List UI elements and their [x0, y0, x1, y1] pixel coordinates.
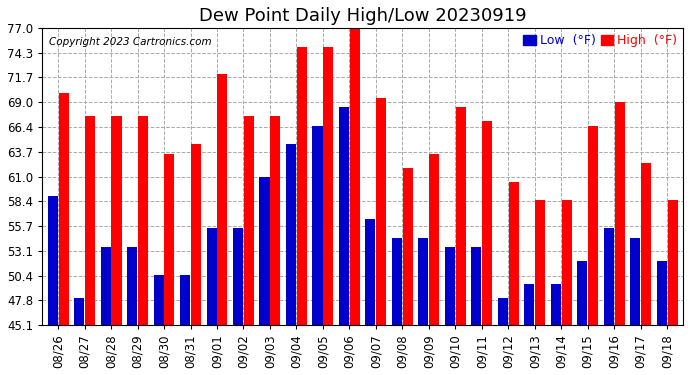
Bar [403, 168, 413, 325]
Bar [313, 126, 322, 325]
Bar [562, 200, 572, 325]
Bar [455, 107, 466, 325]
Bar [604, 228, 614, 325]
Bar [297, 46, 307, 325]
Bar [101, 247, 110, 325]
Bar [206, 228, 217, 325]
Bar [259, 177, 270, 325]
Bar [429, 154, 440, 325]
Bar [48, 196, 58, 325]
Legend: Low  (°F), High  (°F): Low (°F), High (°F) [518, 29, 682, 52]
Title: Dew Point Daily High/Low 20230919: Dew Point Daily High/Low 20230919 [199, 7, 526, 25]
Bar [418, 237, 428, 325]
Bar [551, 284, 561, 325]
Bar [85, 116, 95, 325]
Bar [497, 298, 508, 325]
Bar [376, 98, 386, 325]
Bar [509, 182, 519, 325]
Bar [667, 200, 678, 325]
Bar [191, 144, 201, 325]
Bar [445, 247, 455, 325]
Bar [154, 275, 164, 325]
Bar [286, 144, 296, 325]
Bar [244, 116, 254, 325]
Bar [588, 126, 598, 325]
Bar [524, 284, 534, 325]
Bar [59, 93, 68, 325]
Bar [641, 163, 651, 325]
Bar [164, 154, 175, 325]
Bar [217, 75, 228, 325]
Bar [74, 298, 84, 325]
Bar [471, 247, 482, 325]
Bar [657, 261, 667, 325]
Bar [535, 200, 545, 325]
Bar [366, 219, 375, 325]
Bar [127, 247, 137, 325]
Bar [630, 237, 640, 325]
Bar [233, 228, 243, 325]
Bar [392, 237, 402, 325]
Bar [578, 261, 587, 325]
Bar [615, 102, 624, 325]
Bar [270, 116, 280, 325]
Bar [482, 121, 492, 325]
Text: Copyright 2023 Cartronics.com: Copyright 2023 Cartronics.com [48, 37, 211, 47]
Bar [350, 28, 360, 325]
Bar [112, 116, 121, 325]
Bar [180, 275, 190, 325]
Bar [339, 107, 349, 325]
Bar [324, 46, 333, 325]
Bar [138, 116, 148, 325]
